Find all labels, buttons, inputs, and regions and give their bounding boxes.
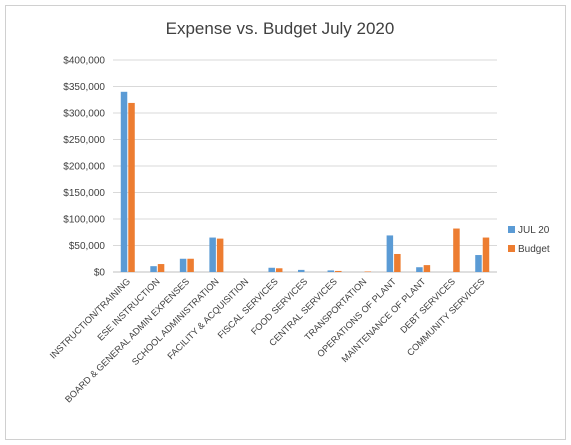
y-tick-label: $300,000 — [63, 109, 105, 120]
y-tick-label: $350,000 — [63, 82, 105, 93]
y-tick-label: $100,000 — [63, 215, 105, 226]
bar-budget — [216, 238, 224, 272]
legend-label: Budget — [518, 244, 550, 255]
legend-swatch — [508, 226, 515, 233]
bar-budget — [275, 268, 283, 272]
y-tick-label: $50,000 — [69, 241, 106, 252]
bar-jul20 — [416, 267, 423, 272]
bar-budget — [335, 270, 342, 272]
bar-budget — [423, 265, 431, 272]
bar-jul20 — [475, 255, 482, 272]
bar-jul20 — [209, 237, 216, 272]
bar-budget — [453, 228, 460, 272]
x-tick-label: DEBT SERVICES — [398, 276, 457, 335]
bar-budget — [364, 271, 372, 272]
bar-budget — [157, 264, 165, 272]
y-axis-tick-labels: $0 $50,000 $100,000 $150,000 $200,000 $250,00… — [63, 56, 105, 279]
chart-title: Expense vs. Budget July 2020 — [166, 19, 395, 38]
bar-budget — [394, 253, 401, 272]
bar-jul20 — [268, 267, 275, 272]
bar-jul20 — [298, 269, 305, 272]
bar-jul20 — [120, 91, 128, 272]
y-tick-label: $400,000 — [63, 56, 105, 67]
y-tick-label: $200,000 — [63, 162, 105, 173]
bar-jul20 — [179, 258, 187, 272]
x-tick-label: BOARD & GENERAL ADMIN EXPENSES — [63, 276, 191, 404]
legend: JUL 20 Budget — [508, 225, 550, 255]
gridlines — [113, 59, 497, 273]
bar-budget — [128, 102, 135, 273]
bar-jul20 — [327, 270, 335, 272]
y-tick-label: $0 — [94, 268, 106, 279]
legend-label: JUL 20 — [518, 225, 550, 236]
bar-jul20 — [150, 266, 157, 272]
bar-budget — [187, 258, 194, 272]
bars — [120, 91, 490, 273]
bar-jul20 — [386, 235, 394, 272]
legend-swatch — [508, 245, 515, 252]
y-tick-label: $150,000 — [63, 188, 105, 199]
chart-area — [5, 5, 566, 440]
bar-budget — [482, 237, 490, 272]
y-tick-label: $250,000 — [63, 135, 105, 146]
